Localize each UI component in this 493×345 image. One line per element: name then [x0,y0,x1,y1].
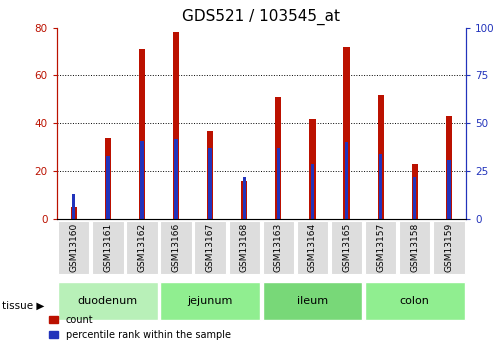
Bar [207,130,213,219]
Bar [277,148,280,219]
Bar [399,221,430,274]
Bar [297,221,328,274]
Bar [379,154,383,219]
Bar [413,177,417,219]
Text: ileum: ileum [297,296,328,306]
Bar [263,283,362,321]
Text: GSM13164: GSM13164 [308,223,317,272]
Text: colon: colon [400,296,430,306]
Bar [433,221,464,274]
Bar [160,221,192,274]
Text: GSM13160: GSM13160 [69,223,78,272]
Bar [446,116,452,219]
Text: GSM13168: GSM13168 [240,223,249,272]
Text: GSM13165: GSM13165 [342,223,351,272]
Bar [70,207,77,219]
Bar [447,160,451,219]
Text: GSM13158: GSM13158 [410,223,419,272]
Bar [72,194,75,219]
Text: GSM13161: GSM13161 [104,223,112,272]
Bar [331,221,362,274]
Bar [412,164,418,219]
Bar [106,156,109,219]
Bar [139,49,145,219]
Text: GSM13166: GSM13166 [172,223,180,272]
Bar [173,32,179,219]
Bar [160,283,260,321]
Bar [229,221,260,274]
Bar [378,95,384,219]
Bar [344,47,350,219]
Bar [140,140,143,219]
Text: GSM13167: GSM13167 [206,223,214,272]
Title: GDS521 / 103545_at: GDS521 / 103545_at [182,9,340,25]
Bar [92,221,124,274]
Bar [345,142,348,219]
Bar [105,138,111,219]
Text: GSM13162: GSM13162 [138,223,146,272]
Bar [365,221,396,274]
Bar [175,139,178,219]
Bar [310,119,316,219]
Bar [243,177,246,219]
Text: GSM13157: GSM13157 [376,223,385,272]
Bar [194,221,226,274]
Text: duodenum: duodenum [78,296,138,306]
Bar [311,164,314,219]
Bar [263,221,294,274]
Text: tissue ▶: tissue ▶ [2,300,45,310]
Bar [365,283,464,321]
Bar [209,148,212,219]
Bar [126,221,158,274]
Text: GSM13159: GSM13159 [444,223,454,272]
Bar [241,181,247,219]
Bar [58,221,89,274]
Text: GSM13163: GSM13163 [274,223,283,272]
Legend: count, percentile rank within the sample: count, percentile rank within the sample [49,315,231,340]
Bar [275,97,282,219]
Text: jejunum: jejunum [187,296,233,306]
Bar [58,283,158,321]
